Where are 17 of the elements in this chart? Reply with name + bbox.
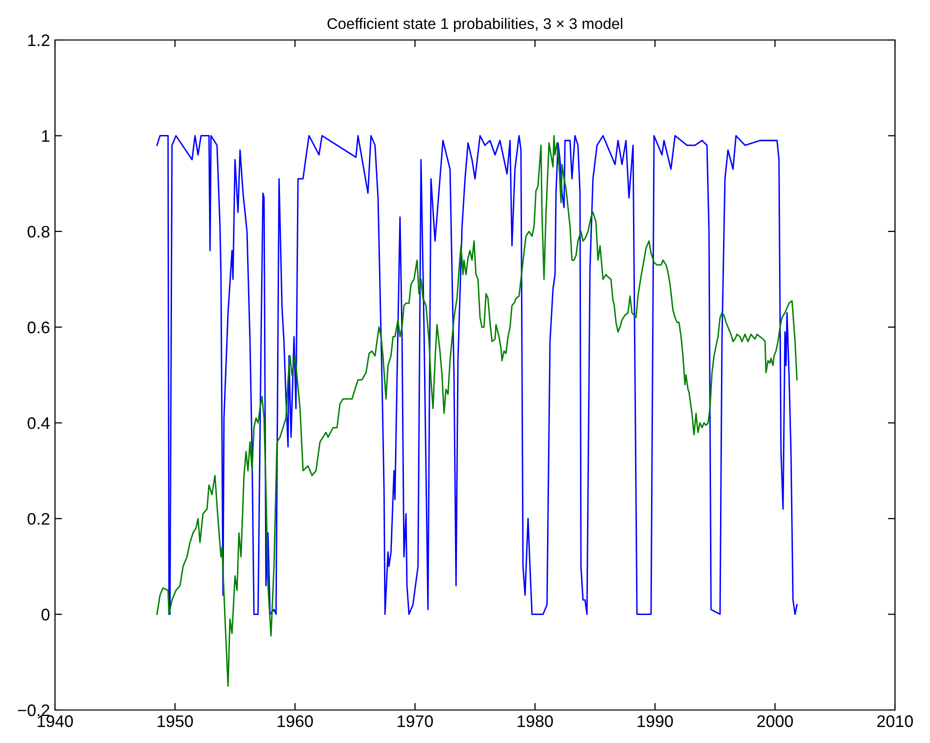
y-tick-label: 0.4 (28, 417, 50, 430)
y-tick-label: 0.2 (28, 512, 50, 525)
chart-title: Coefficient state 1 probabilities, 3 × 3 model (328, 18, 622, 32)
x-tick-label: 2010 (877, 715, 913, 728)
x-tick-label: 1940 (38, 715, 73, 728)
y-tick-label: −0.2 (18, 704, 50, 716)
y-tick-label: 1 (42, 130, 50, 142)
x-tick-label: 1990 (638, 715, 673, 728)
x-tick-label: 1970 (398, 715, 433, 728)
x-tick-label: 1960 (278, 715, 313, 728)
x-tick-label: 1980 (518, 715, 553, 728)
y-tick-label: 0.6 (28, 322, 50, 334)
y-tick-label: 1.2 (28, 34, 50, 46)
y-tick-label: 0.8 (28, 226, 50, 238)
x-tick-label: 1950 (158, 715, 193, 728)
y-tick-label: 0 (42, 608, 50, 620)
x-tick-label: 2000 (757, 715, 793, 728)
